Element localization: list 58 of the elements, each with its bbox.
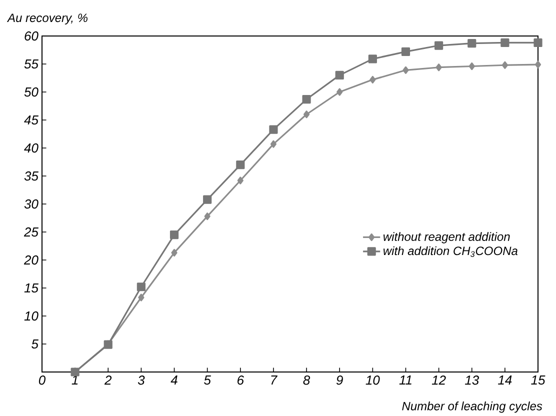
point	[500, 38, 510, 48]
point	[434, 41, 444, 50]
x-tick-label: 1	[72, 376, 78, 384]
y-tick-label: 5	[32, 339, 38, 349]
x-tick-label: 12	[432, 376, 446, 385]
point	[335, 70, 344, 80]
x-tick-label: 13	[464, 376, 479, 385]
x-tick-label: 14	[498, 376, 512, 384]
x-tick-label: 15	[531, 376, 546, 385]
point	[401, 47, 410, 56]
point	[402, 66, 409, 74]
point	[370, 76, 376, 84]
point	[534, 38, 542, 48]
point	[468, 62, 475, 70]
point	[236, 160, 245, 170]
y-axis-title: Au recovery, %	[6, 14, 88, 24]
x-axis-title: Number of leaching cycles	[402, 402, 542, 413]
x-tick-label: 5	[204, 376, 211, 385]
legend-label: with addition CH$_{3}$COONa	[384, 246, 518, 257]
point	[502, 61, 508, 69]
point	[468, 38, 476, 48]
point	[534, 60, 542, 68]
point	[269, 125, 278, 134]
legend-label: without reagent addition	[384, 232, 510, 244]
x-tick-label: 8	[303, 376, 310, 385]
y-tick-label: 30	[24, 199, 38, 209]
x-tick-label: 9	[336, 376, 343, 385]
point	[136, 282, 146, 292]
x-tick-label: 3	[138, 376, 145, 385]
point	[303, 110, 310, 118]
y-tick-label: 20	[24, 255, 38, 265]
point	[336, 88, 343, 96]
y-tick-label: 15	[24, 283, 38, 293]
point	[436, 64, 442, 72]
y-tick-label: 60	[24, 31, 38, 41]
x-tick-label: 4	[170, 376, 178, 384]
x-tick-label: 11	[399, 376, 412, 384]
y-tick-label: 10	[24, 311, 38, 321]
y-tick-label: 40	[24, 143, 38, 153]
x-tick-label: 2	[104, 376, 112, 385]
y-tick-label: 25	[24, 227, 38, 237]
point	[302, 94, 311, 104]
point	[204, 212, 210, 220]
point	[138, 294, 144, 302]
point	[368, 54, 377, 64]
y-tick-label: 50	[24, 87, 38, 97]
point	[270, 140, 277, 148]
y-tick-label: 55	[24, 59, 38, 69]
point	[237, 176, 244, 184]
y-tick-label: 35	[24, 171, 38, 181]
y-tick-label: 45	[24, 115, 38, 125]
point	[170, 230, 179, 240]
x-tick-label: 10	[366, 376, 380, 385]
point	[171, 248, 178, 257]
x-tick-label: 0	[38, 376, 46, 385]
x-tick-label: 7	[271, 376, 278, 384]
point	[203, 195, 212, 204]
x-tick-label: 6	[238, 376, 244, 385]
